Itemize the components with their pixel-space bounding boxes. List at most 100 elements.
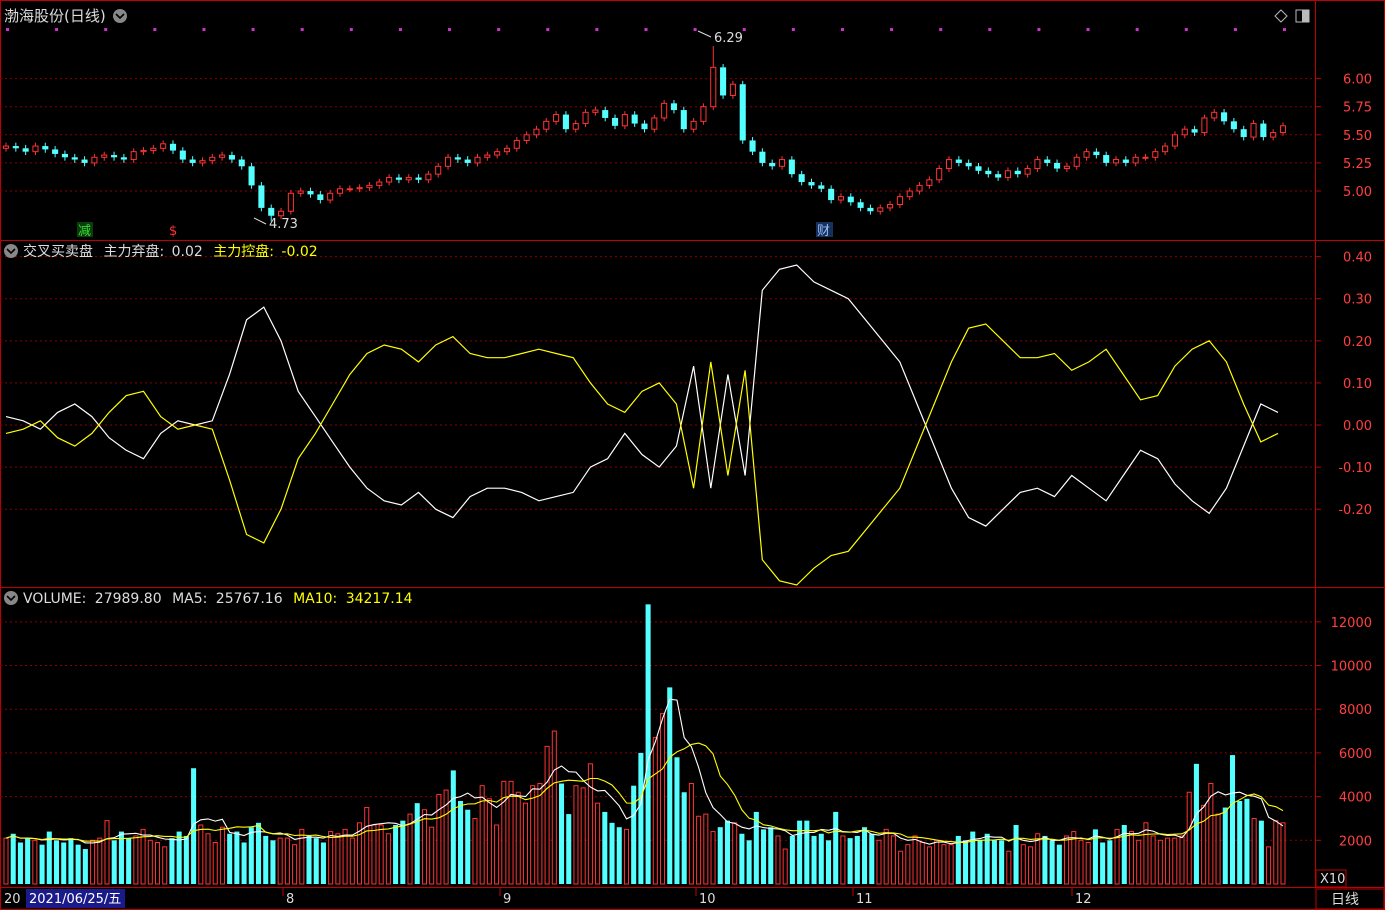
marker-dollar[interactable]: $: [169, 224, 177, 239]
cursor-date-box: [26, 889, 125, 908]
candle-body: [936, 168, 943, 181]
volume-bar: [219, 826, 225, 885]
volume-bar: [905, 844, 911, 885]
volume-bar: [739, 833, 745, 884]
volume-bar: [833, 811, 839, 884]
volume-bar: [587, 763, 593, 885]
window-toggle-icon[interactable]: [1295, 9, 1310, 23]
candle-body: [120, 157, 127, 160]
info-dot: [693, 28, 697, 31]
volume-bar: [486, 798, 492, 885]
candle-body: [219, 154, 226, 158]
volume-bar: [169, 838, 175, 884]
chevron-down-circle-icon[interactable]: [113, 9, 127, 23]
volume-bar: [544, 745, 550, 885]
candle-body: [91, 156, 98, 164]
volume-bar: [595, 802, 601, 885]
candle-body: [1034, 159, 1041, 170]
candle-body: [160, 143, 167, 149]
volume-bar: [1042, 835, 1048, 884]
candle-body: [523, 134, 530, 141]
volume-bar: [876, 839, 882, 885]
volume-bar: [1085, 841, 1091, 885]
volume-bar: [941, 844, 947, 885]
volume-bar: [393, 825, 399, 884]
candle-body: [336, 188, 344, 194]
marker-cai[interactable]: 财: [817, 224, 830, 239]
candle-body: [572, 123, 579, 130]
ma5-value: 25767.16: [216, 591, 283, 607]
volume-bar: [645, 604, 651, 884]
volume-bar: [458, 800, 464, 884]
volume-bar: [804, 820, 810, 884]
volume-bar: [400, 820, 406, 884]
volume-bar: [970, 831, 976, 884]
info-dot: [398, 28, 402, 31]
indicator-gridlines: [0, 256, 1315, 510]
info-dot: [448, 28, 452, 31]
volume-bar: [883, 828, 889, 885]
candle-body: [700, 106, 707, 122]
volume-bar: [890, 835, 896, 885]
period-tab[interactable]: 日线: [1315, 888, 1385, 910]
info-dot: [1135, 28, 1139, 31]
candle-body: [248, 166, 255, 186]
volume-bar: [818, 833, 824, 884]
volume-bar: [508, 780, 514, 885]
volume-bar: [1172, 837, 1178, 885]
candle-body: [464, 159, 471, 163]
candle-body: [661, 102, 668, 119]
candle-body: [1063, 165, 1070, 170]
candle-body: [965, 162, 972, 167]
candle-body: [415, 177, 422, 180]
candle-body: [926, 179, 933, 186]
info-dot: [251, 28, 255, 31]
volume-bar: [328, 831, 334, 885]
candle-body: [346, 188, 353, 191]
volume-bar: [703, 813, 709, 885]
volume-menu-icon[interactable]: [4, 591, 18, 605]
volume-bar: [32, 839, 38, 885]
candle-body: [1024, 168, 1031, 175]
volume-bar: [580, 787, 586, 885]
volume-bar: [111, 840, 117, 884]
volume-bar: [1244, 798, 1250, 884]
candle-body: [503, 147, 511, 153]
candle-body: [995, 174, 1002, 178]
candle-body: [238, 159, 245, 167]
volume-bar: [1179, 835, 1185, 885]
candle-body: [101, 154, 108, 158]
indicator-menu-icon[interactable]: [4, 244, 18, 258]
info-dot: [890, 28, 894, 31]
info-dot: [988, 28, 992, 31]
volume-bar: [1251, 817, 1257, 885]
volume-bar: [1006, 850, 1012, 885]
diamond-icon[interactable]: [1274, 9, 1288, 23]
period-label[interactable]: 日线: [1331, 892, 1359, 908]
volume-bar: [616, 827, 622, 884]
volume-bar: [39, 844, 45, 884]
ma5-label: MA5:: [172, 591, 207, 607]
event-markers[interactable]: 减 $ 财: [77, 222, 833, 239]
candle-body: [169, 143, 177, 151]
candle-body: [278, 210, 285, 217]
volume-bar: [912, 835, 918, 885]
volume-bar: [191, 768, 197, 884]
candle-body: [228, 155, 235, 160]
candle-body: [690, 120, 697, 130]
volume-tick-label: 12000: [1331, 616, 1372, 631]
candle-body: [808, 182, 815, 186]
price-tick-label: 5.75: [1343, 101, 1372, 116]
candle-body: [1122, 159, 1129, 163]
volume-bar: [652, 737, 658, 885]
volume-bar: [688, 783, 694, 885]
marker-jian[interactable]: 减: [78, 224, 91, 239]
volume-bar: [1064, 835, 1070, 885]
candle-body: [405, 177, 412, 181]
top-info-dots[interactable]: [6, 28, 1286, 31]
volume-bar: [1266, 846, 1272, 885]
candle-body: [670, 103, 678, 111]
candle-body: [1250, 123, 1257, 138]
volume-bar: [25, 838, 31, 884]
info-dot: [153, 28, 157, 31]
